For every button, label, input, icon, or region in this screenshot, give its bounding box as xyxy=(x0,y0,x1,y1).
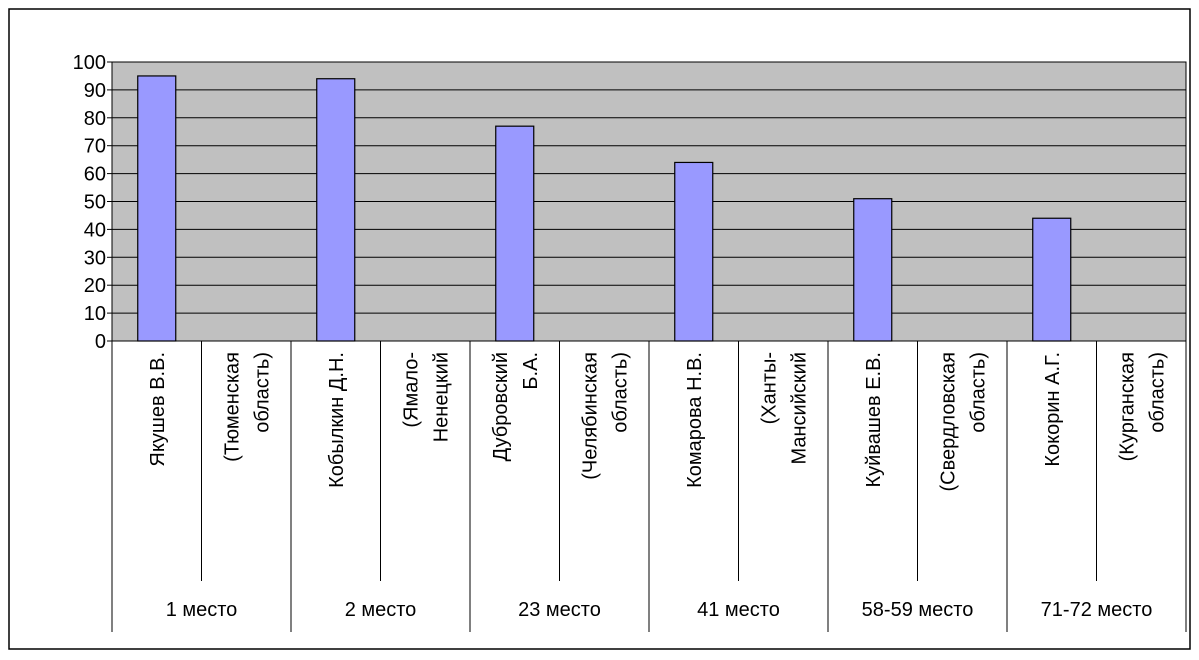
x-axis: Якушев В.В. (Тюменская область) Кобылкин Д.… xyxy=(111,340,1187,632)
x-category-label-line: Куйвашев Е.В. xyxy=(863,352,885,488)
x-group-label: 2 место xyxy=(345,599,417,621)
x-group-label: 1 место xyxy=(166,599,238,621)
x-category-label-line: Ненецкий xyxy=(430,352,452,442)
y-tick-label: 70 xyxy=(84,136,106,158)
bar xyxy=(495,125,535,342)
x-group-label: 23 место xyxy=(518,599,601,621)
y-tick-label: 100 xyxy=(73,52,106,74)
x-category-label-line: (Челябинская xyxy=(579,352,601,480)
x-category-label: (Свердловская область) xyxy=(937,352,989,492)
y-tick-label: 40 xyxy=(84,219,106,241)
y-tick-label: 20 xyxy=(84,275,106,297)
y-tick-label: 80 xyxy=(84,108,106,130)
bar xyxy=(853,198,893,342)
y-tick-label: 50 xyxy=(84,192,106,214)
x-category-label: Якушев В.В. xyxy=(147,352,169,467)
y-tick-label: 0 xyxy=(95,331,106,353)
y-tick-label: 10 xyxy=(84,303,106,325)
bar xyxy=(316,78,356,342)
x-category-label: (Ямало- Ненецкий xyxy=(400,352,452,442)
bar xyxy=(674,161,714,342)
x-category-label-line: (Курганская xyxy=(1116,352,1138,461)
x-category-label: Кобылкин Д.Н. xyxy=(326,352,348,488)
y-axis-ticks: 0 10 20 30 40 50 60 70 80 90 100 xyxy=(73,52,112,353)
x-category-label-line: (Тюменская xyxy=(221,352,243,462)
x-category-label: Кокорин А.Г. xyxy=(1042,352,1064,467)
bar xyxy=(1032,217,1072,342)
x-category-label-line: Кокорин А.Г. xyxy=(1042,352,1064,467)
x-group-label: 71-72 место xyxy=(1041,599,1153,621)
x-category-label-line: Б.А. xyxy=(520,352,542,390)
x-category-label-line: Дубровский xyxy=(490,352,512,461)
x-category-label-line: (Свердловская xyxy=(937,352,959,492)
gridlines xyxy=(112,89,1186,314)
x-group-label: 58-59 место xyxy=(862,599,974,621)
x-category-label-line: Якушев В.В. xyxy=(147,352,169,467)
x-category-label-line: Кобылкин Д.Н. xyxy=(326,352,348,488)
x-category-label-line: Комарова Н.В. xyxy=(684,352,706,488)
y-tick-label: 30 xyxy=(84,247,106,269)
x-group-label: 41 место xyxy=(697,599,780,621)
x-category-label: Комарова Н.В. xyxy=(684,352,706,488)
x-category-label-line: область) xyxy=(967,352,989,433)
x-category-label-line: область) xyxy=(609,352,631,433)
y-tick-label: 60 xyxy=(84,164,106,186)
x-category-label: Дубровский Б.А. xyxy=(490,352,542,461)
x-category-label: (Ханты- Мансийский xyxy=(758,352,810,465)
bar xyxy=(137,75,177,342)
x-category-label-line: область) xyxy=(1146,352,1168,433)
y-tick-label: 90 xyxy=(84,80,106,102)
x-category-label: (Челябинская область) xyxy=(579,352,631,480)
x-category-label: (Курганская область) xyxy=(1116,352,1168,461)
x-category-label-line: Мансийский xyxy=(788,352,810,465)
x-category-label: Куйвашев Е.В. xyxy=(863,352,885,488)
bars xyxy=(137,75,1072,342)
x-category-label-line: (Ямало- xyxy=(400,352,422,428)
x-category-label-line: область) xyxy=(251,352,273,433)
x-category-label: (Тюменская область) xyxy=(221,352,273,462)
x-category-label-line: (Ханты- xyxy=(758,352,780,424)
